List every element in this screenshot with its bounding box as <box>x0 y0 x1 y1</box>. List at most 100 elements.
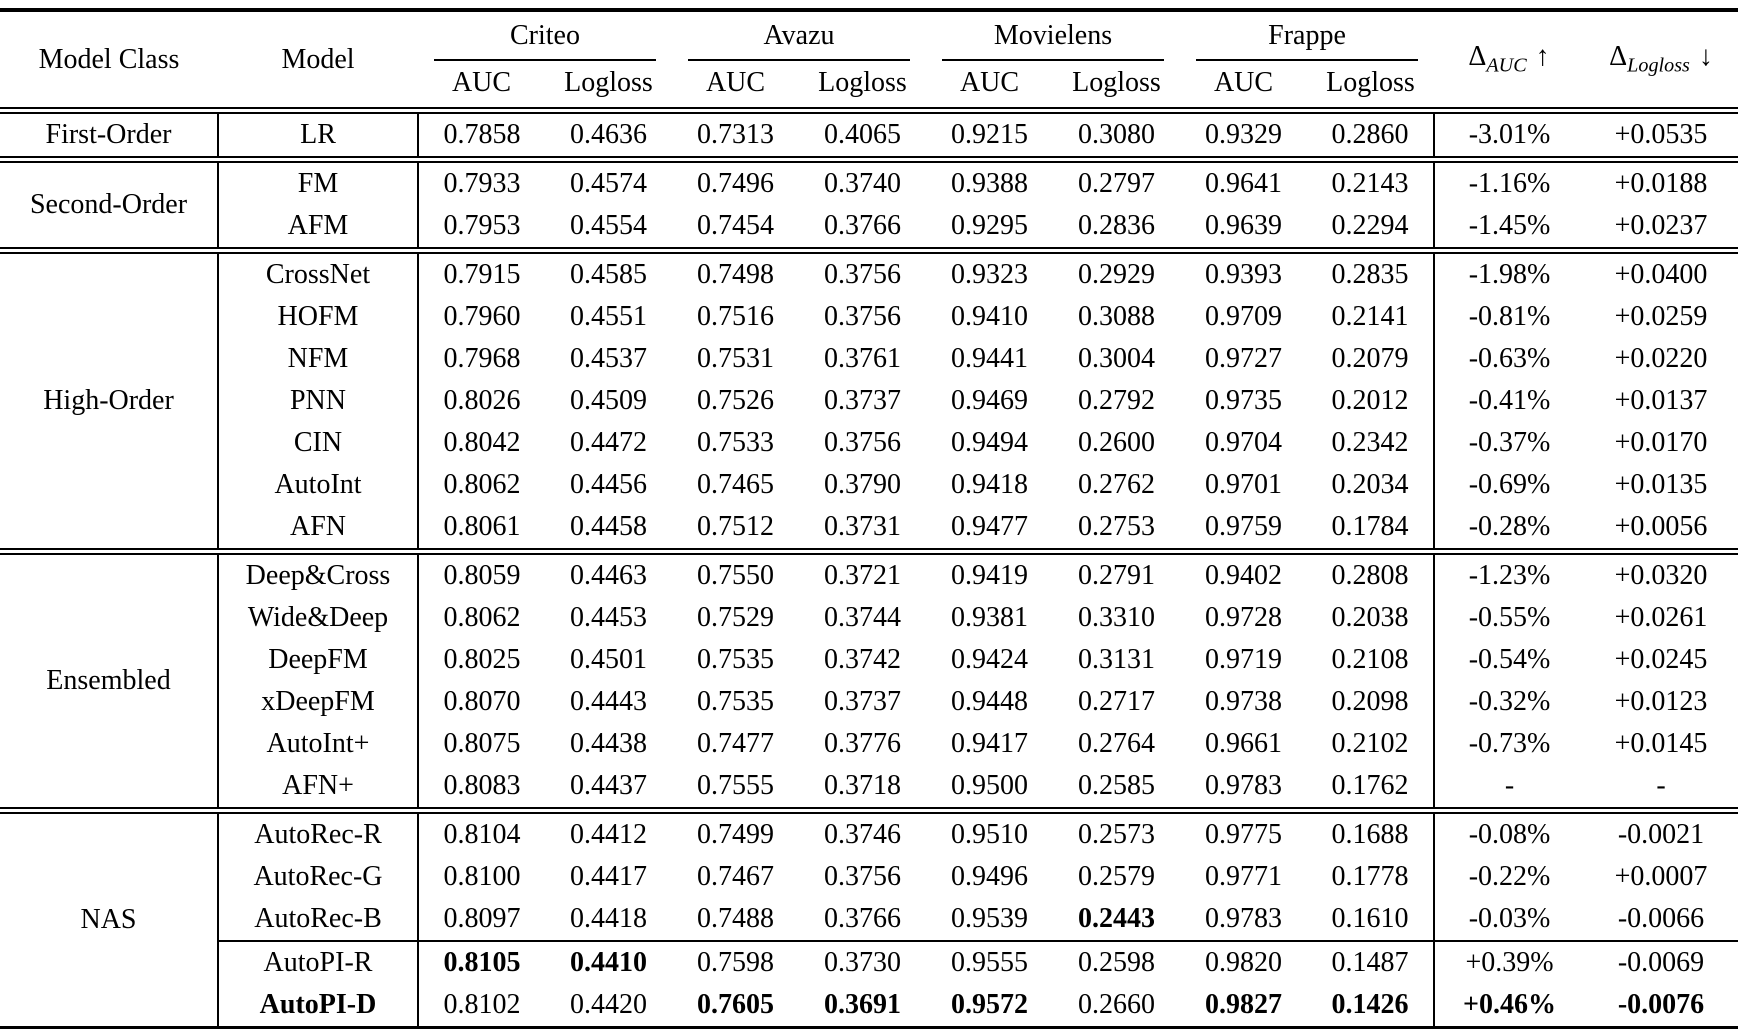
metric-value-cell: 0.8097 <box>443 903 521 934</box>
model-name-cell: AutoInt+ <box>218 723 419 765</box>
metric-value-cell: 0.2143 <box>1307 159 1436 205</box>
model-name-cell: Wide&Deep <box>218 597 419 639</box>
metric-value-cell: 0.7454 <box>697 210 774 241</box>
model-class-section: NAS AutoRec-R 0.8104 0.4412 0.7499 0.3746 0.95… <box>0 810 1738 1028</box>
metric-value-cell: 0.9402 <box>1205 560 1282 591</box>
metric-value-cell: 0.7516 <box>697 301 774 332</box>
metric-value-cell: 0.7465 <box>697 469 774 500</box>
metric-value-cell: 0.4463 <box>570 560 647 591</box>
table-row: AutoRec-G 0.8100 0.4417 0.7467 0.3756 0.9496 0… <box>0 856 1738 898</box>
metric-value-cell: 0.9555 <box>926 940 1053 984</box>
metric-value-cell: 0.2034 <box>1307 464 1436 506</box>
metric-value-cell: 0.9771 <box>1205 861 1282 892</box>
delta-value-cell: +0.0259 <box>1614 301 1708 332</box>
metric-value-cell: 0.7488 <box>697 903 774 934</box>
table-row: AutoPI-R 0.8105 0.4410 0.7598 0.3730 0.9555 0.… <box>0 940 1738 984</box>
table-row: AFM 0.7953 0.4554 0.7454 0.3766 0.9295 0.2836 0… <box>0 205 1738 251</box>
metric-value-cell: 0.4443 <box>570 686 647 717</box>
table-row: DeepFM 0.8025 0.4501 0.7535 0.3742 0.9424 0.31… <box>0 639 1738 681</box>
delta-value-cell: - <box>1656 770 1666 801</box>
metric-value-cell: 0.9641 <box>1205 168 1282 199</box>
model-class-section: First-Order LR 0.7858 0.4636 0.7313 0.4065 0.9… <box>0 110 1738 160</box>
metric-value-cell: 0.9393 <box>1205 259 1282 290</box>
dataset-name-frappe: Frappe <box>1196 18 1419 61</box>
metric-value-cell: 0.1426 <box>1307 984 1436 1028</box>
metric-value-cell: 0.2573 <box>1078 819 1155 850</box>
metric-value-cell: 0.3756 <box>824 259 901 290</box>
metric-value-cell: 0.3756 <box>824 427 901 458</box>
metric-value-cell: 0.9496 <box>951 861 1028 892</box>
delta-value-cell: +0.0400 <box>1614 259 1708 290</box>
metric-value-cell: 0.9424 <box>951 644 1028 675</box>
metric-value-cell: 0.9388 <box>951 168 1028 199</box>
metric-value-cell: 0.4509 <box>570 385 647 416</box>
metric-value-cell: 0.9419 <box>951 560 1028 591</box>
model-name-cell: FM <box>218 159 419 205</box>
delta-value-cell: +0.0261 <box>1614 602 1708 633</box>
metric-value-cell: 0.4065 <box>824 119 901 150</box>
metric-value-cell: 0.4537 <box>570 343 647 374</box>
metric-value-cell: 0.7535 <box>697 644 774 675</box>
metric-value-cell: 0.3721 <box>824 560 901 591</box>
metric-value-cell: 0.9704 <box>1205 427 1282 458</box>
metric-value-cell: 0.7496 <box>697 168 774 199</box>
delta-value-cell: -1.16% <box>1468 168 1551 199</box>
model-name-cell: HOFM <box>218 296 419 338</box>
model-name-cell: AutoRec-R <box>218 810 419 856</box>
column-header-auc-criteo: AUC <box>451 67 512 98</box>
metric-value-cell: 0.4437 <box>570 770 647 801</box>
model-name-cell: AutoInt <box>218 464 419 506</box>
metric-value-cell: 0.4551 <box>570 301 647 332</box>
delta-value-cell: +0.0237 <box>1614 210 1708 241</box>
metric-value-cell: 0.3310 <box>1078 602 1155 633</box>
delta-value-cell: +0.0135 <box>1614 469 1708 500</box>
model-class-section: High-Order CrossNet 0.7915 0.4585 0.7498 0.37… <box>0 250 1738 552</box>
column-header-logloss-frappe: Logloss <box>1326 67 1415 98</box>
delta-value-cell: -0.55% <box>1468 602 1551 633</box>
column-header-logloss-criteo: Logloss <box>564 67 653 98</box>
metric-value-cell: 0.9709 <box>1205 301 1282 332</box>
metric-value-cell: 0.2098 <box>1307 681 1436 723</box>
metric-value-cell: 0.3088 <box>1078 301 1155 332</box>
metric-value-cell: 0.1784 <box>1307 506 1436 552</box>
delta-value-cell: -0.69% <box>1468 469 1551 500</box>
metric-value-cell: 0.3756 <box>824 861 901 892</box>
delta-value-cell: -1.45% <box>1468 210 1551 241</box>
metric-value-cell: 0.3004 <box>1078 343 1155 374</box>
header-row-datasets: Model Class Model Criteo Avazu Movielens… <box>0 10 1738 77</box>
metric-value-cell: 0.9417 <box>951 728 1028 759</box>
metric-value-cell: 0.3730 <box>799 940 926 984</box>
up-arrow-icon: ↑ <box>1535 41 1550 73</box>
column-header-delta-logloss: ΔLogloss ↓ <box>1584 10 1738 111</box>
metric-value-cell: 0.7526 <box>697 385 774 416</box>
metric-value-cell: 0.3766 <box>824 903 901 934</box>
delta-value-cell: -0.22% <box>1468 861 1551 892</box>
results-table: Model Class Model Criteo Avazu Movielens… <box>0 8 1738 1029</box>
metric-value-cell: 0.9783 <box>1205 903 1282 934</box>
metric-value-cell: 0.9448 <box>951 686 1028 717</box>
model-name-cell: AutoPI-D <box>218 984 419 1028</box>
metric-value-cell: 0.9441 <box>951 343 1028 374</box>
model-class-cell: Second-Order <box>0 159 219 251</box>
delta-value-cell: -1.98% <box>1468 259 1551 290</box>
column-header-auc-avazu: AUC <box>705 67 766 98</box>
metric-value-cell: 0.7858 <box>443 119 521 150</box>
metric-value-cell: 0.4420 <box>570 989 647 1020</box>
column-header-auc-movielens: AUC <box>959 67 1020 98</box>
metric-value-cell: 0.2012 <box>1307 380 1436 422</box>
metric-value-cell: 0.4418 <box>570 903 647 934</box>
metric-value-cell: 0.8075 <box>443 728 521 759</box>
table-row: PNN 0.8026 0.4509 0.7526 0.3737 0.9469 0.2792 0… <box>0 380 1738 422</box>
table-row: First-Order LR 0.7858 0.4636 0.7313 0.4065 0.9… <box>0 110 1738 160</box>
metric-value-cell: 0.8070 <box>443 686 521 717</box>
delta-value-cell: +0.0220 <box>1614 343 1708 374</box>
metric-value-cell: 0.3761 <box>824 343 901 374</box>
metric-value-cell: 0.9738 <box>1205 686 1282 717</box>
metric-value-cell: 0.2791 <box>1078 560 1155 591</box>
metric-value-cell: 0.2753 <box>1078 511 1155 542</box>
metric-value-cell: 0.9701 <box>1205 469 1282 500</box>
metric-value-cell: 0.2585 <box>1078 770 1155 801</box>
model-name-cell: AFN <box>218 506 419 552</box>
metric-value-cell: 0.3746 <box>824 819 901 850</box>
